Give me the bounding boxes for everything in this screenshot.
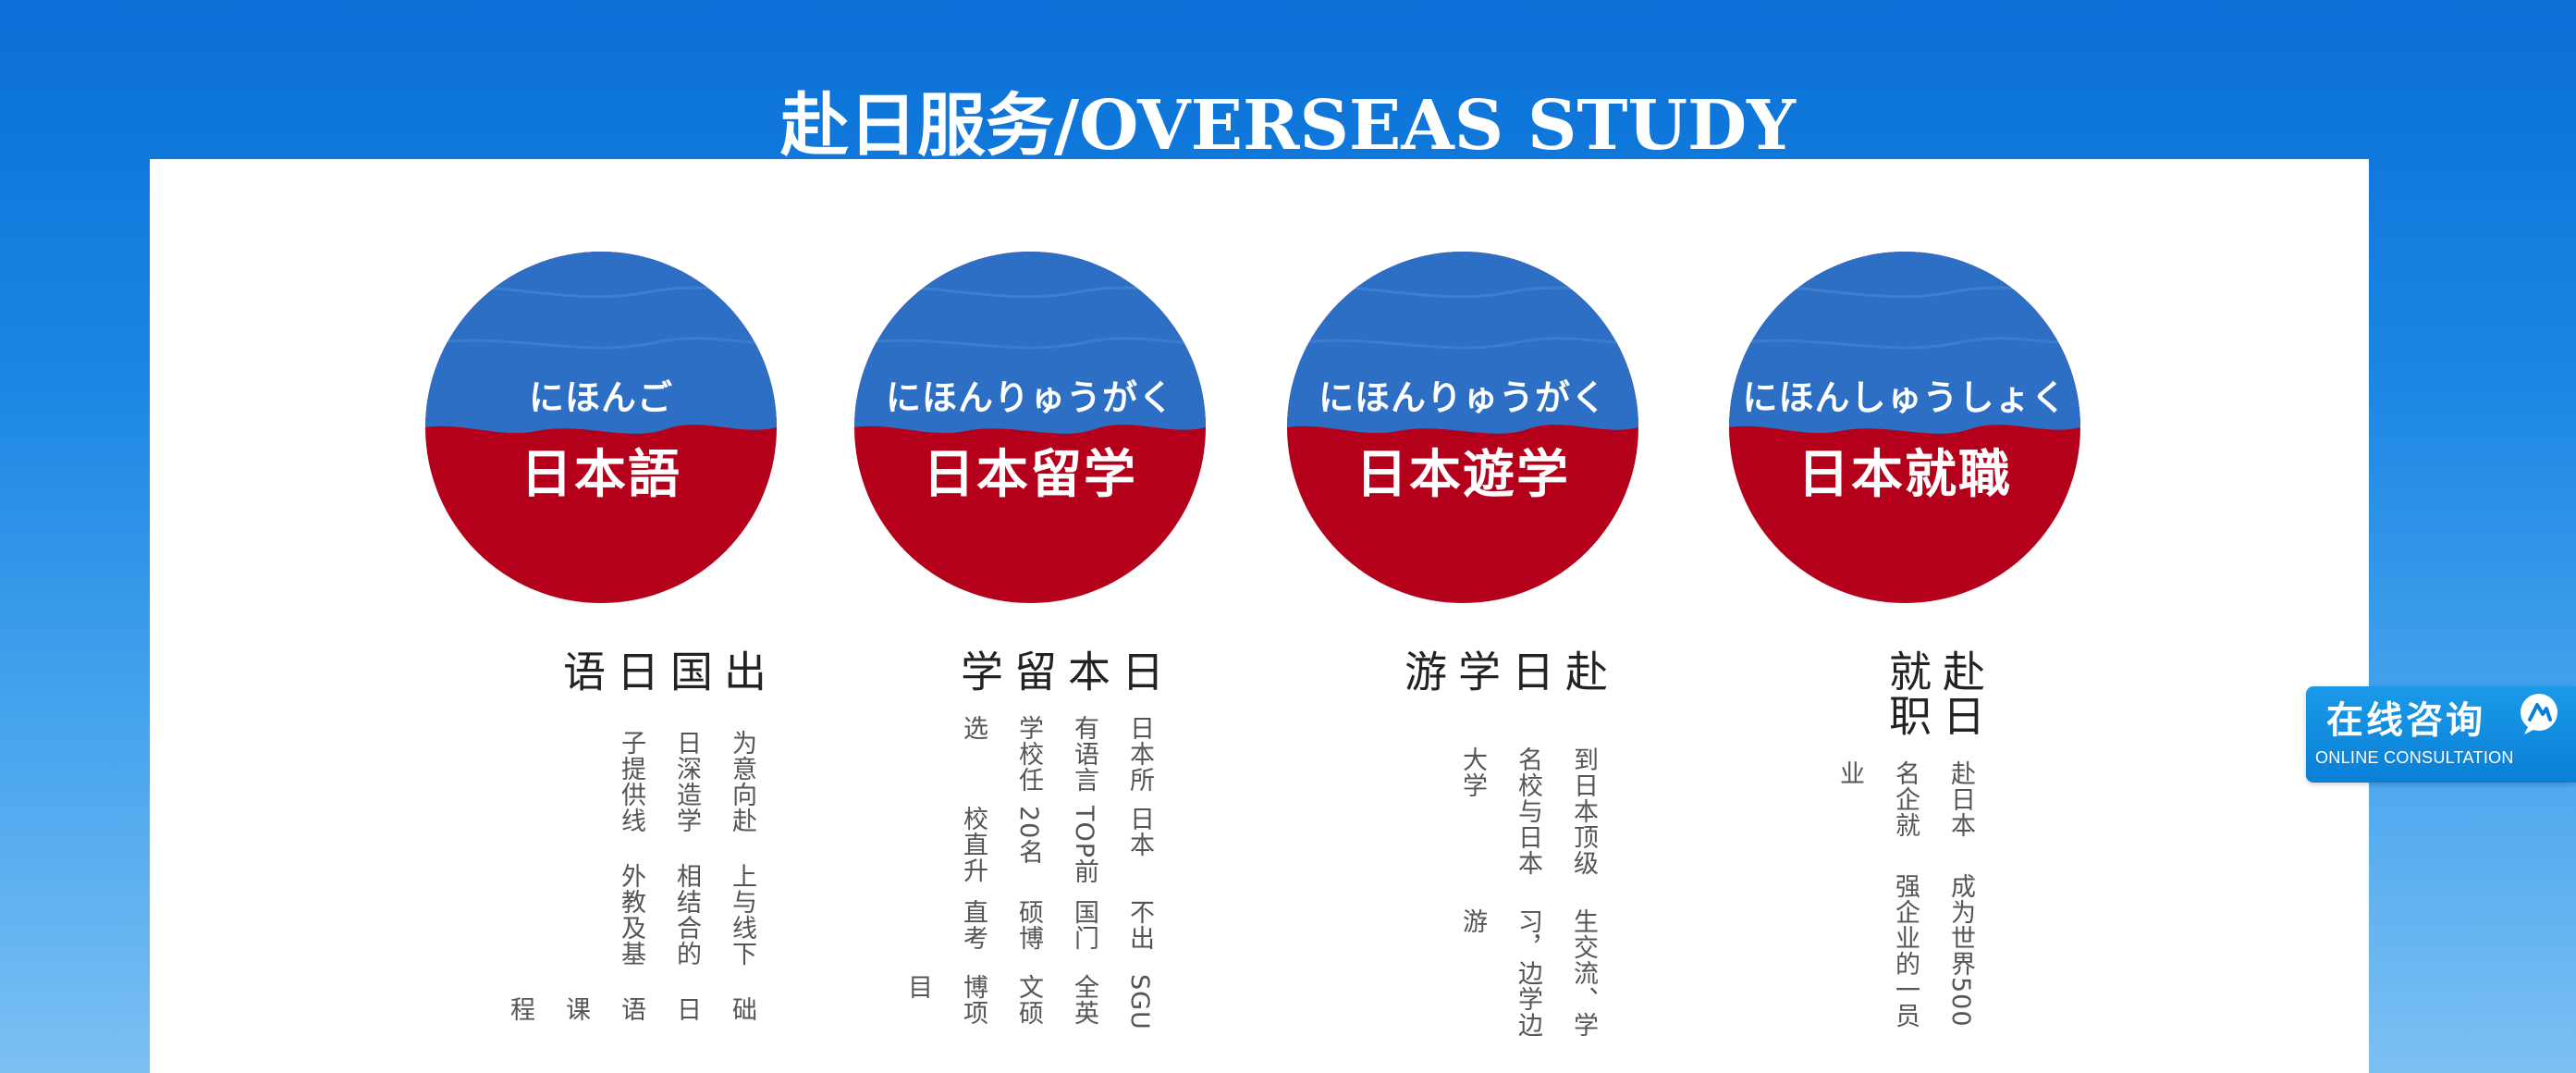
badge-kanji-text: 日本語 bbox=[521, 445, 681, 505]
service-desc-line: 日本TOP前20名校直升 bbox=[959, 806, 1154, 885]
services-panel: にほんご 日本語 出国日语 为意向赴日深造学子提供线 上与线下相结合的外教及基 … bbox=[150, 159, 2369, 1073]
badge-wave-graphic bbox=[1287, 252, 1638, 434]
badge-wave-graphic bbox=[854, 252, 1206, 434]
service-desc-line: 础日语课程 bbox=[506, 996, 756, 1023]
badge-shushoku: にほんしゅうしょく 日本就職 bbox=[1729, 252, 2080, 603]
consult-label-en: ONLINE CONSULTATION bbox=[2315, 748, 2514, 767]
service-card-japanese-language[interactable]: にほんご 日本語 出国日语 为意向赴日深造学子提供线 上与线下相结合的外教及基 … bbox=[425, 252, 777, 1047]
badge-wave-graphic bbox=[425, 252, 777, 434]
service-card-study-tour[interactable]: にほんりゅうがく 日本遊学 赴日学游 到日本顶级名校与日本大学 生交流、学习，边… bbox=[1287, 252, 1638, 1047]
service-card-study-in-japan[interactable]: にほんりゅうがく 日本留学 日本留学 日本所有语言学校任选 日本TOP前20名校… bbox=[854, 252, 1206, 1047]
service-description: 赴日学游 到日本顶级名校与日本大学 生交流、学习，边学边游 bbox=[1396, 649, 1611, 1047]
service-card-work-in-japan[interactable]: にほんしゅうしょく 日本就職 赴日就职 赴日本名企就业 成为世界500强企业的一… bbox=[1729, 252, 2080, 1047]
service-heading: 日本留学 bbox=[954, 649, 1165, 694]
service-description: 赴日就职 赴日本名企就业 成为世界500强企业的一员 bbox=[1822, 649, 1988, 1047]
service-desc-line: 为意向赴日深造学子提供线 bbox=[617, 730, 756, 834]
badge-yugaku: にほんりゅうがく 日本遊学 bbox=[1287, 252, 1638, 603]
service-desc-line: 不出国门硕博直考 bbox=[959, 899, 1154, 952]
badge-kana-text: にほんご bbox=[528, 377, 673, 418]
badge-kana-text: にほんしゅうしょく bbox=[1742, 377, 2067, 418]
badge-kana-text: にほんりゅうがく bbox=[885, 377, 1174, 418]
service-desc-line: 成为世界500强企业的一员 bbox=[1891, 873, 1975, 1030]
service-heading: 赴日就职 bbox=[1883, 649, 1986, 738]
badge-ryugaku: にほんりゅうがく 日本留学 bbox=[854, 252, 1206, 603]
service-desc-line: 上与线下相结合的外教及基 bbox=[617, 863, 756, 968]
service-desc-line: 到日本顶级名校与日本大学 bbox=[1458, 746, 1598, 877]
badge-kanji-text: 日本就職 bbox=[1797, 445, 2012, 505]
badge-kana-text: にほんりゅうがく bbox=[1318, 377, 1607, 418]
service-desc-line: 日本所有语言学校任选 bbox=[959, 715, 1154, 794]
service-description: 日本留学 日本所有语言学校任选 日本TOP前20名校直升 不出国门硕博直考 SG… bbox=[889, 649, 1167, 1047]
service-desc-line: 生交流、学习，边学边游 bbox=[1458, 908, 1598, 1039]
badge-kanji-text: 日本遊学 bbox=[1355, 445, 1570, 505]
service-heading: 出国日语 bbox=[557, 649, 767, 694]
badge-kanji-text: 日本留学 bbox=[923, 445, 1137, 505]
service-description: 出国日语 为意向赴日深造学子提供线 上与线下相结合的外教及基 础日语课程 bbox=[492, 649, 769, 1047]
badge-wave-graphic bbox=[1729, 252, 2080, 434]
badge-nihongo: にほんご 日本語 bbox=[425, 252, 777, 603]
service-heading: 赴日学游 bbox=[1398, 649, 1609, 694]
consult-label-cn: 在线咨询 bbox=[2326, 699, 2485, 742]
service-desc-line: 赴日本名企就业 bbox=[1835, 759, 1975, 838]
page-title: 赴日服务/OVERSEAS STUDY bbox=[779, 85, 1796, 166]
service-desc-line: SGU全英文硕博项目 bbox=[903, 974, 1154, 1030]
chat-bubble-icon bbox=[2521, 694, 2558, 734]
online-consultation-button[interactable]: 在线咨询 ONLINE CONSULTATION bbox=[2306, 686, 2576, 783]
